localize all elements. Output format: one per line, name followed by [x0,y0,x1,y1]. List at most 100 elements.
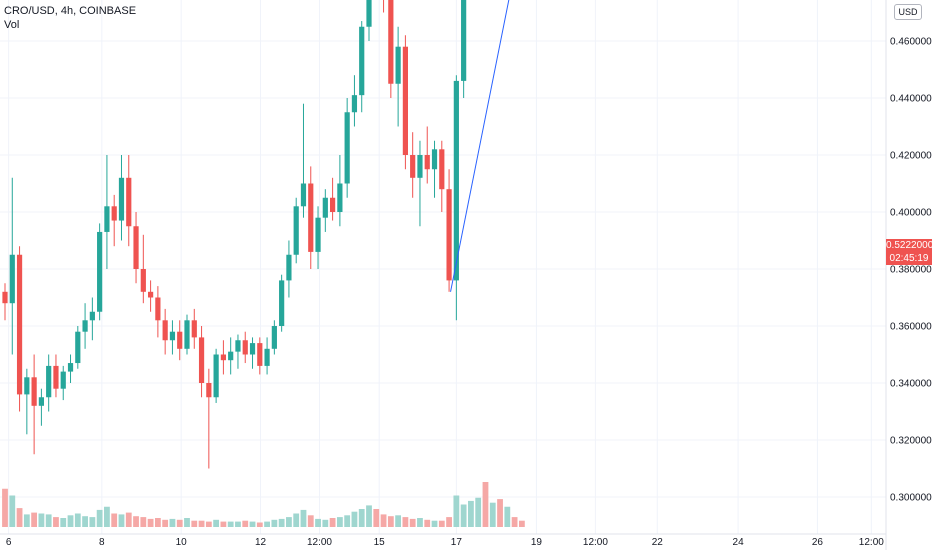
volume-bar [60,518,67,527]
candle-body [133,226,139,269]
candle-body [24,377,30,395]
volume-bar [111,513,118,527]
time-axis[interactable]: 6 8 10 12 12:00 15 17 19 12:00 22 24 26 12:00 [6,537,884,548]
candle-body [461,0,467,81]
candle-body [395,46,401,84]
volume-bar [497,499,503,527]
price-tick-label: 0.34000000 [890,379,932,390]
volume-bar [409,518,416,527]
candle-body [31,377,37,406]
volume-bar [264,521,270,527]
candle-body [410,155,416,178]
currency-badge[interactable]: USD [894,4,922,20]
candle-body [97,231,103,312]
candle-body [439,149,445,190]
candle-body [402,46,408,156]
candle-body [388,0,394,84]
time-tick-label: 8 [99,537,105,548]
candle-body [155,297,161,321]
volume-bar [460,504,467,527]
candle-body [257,343,263,366]
volume-bar [2,488,8,527]
candle-body [162,320,168,341]
volume-bar [438,520,445,527]
price-tick-label: 0.32000000 [890,436,932,447]
price-tick-label: 0.44000000 [890,94,932,105]
candle-body [213,354,219,398]
volume-bar [133,516,139,527]
candle-body [60,371,66,389]
candle-body [235,340,241,352]
volume-bar [227,521,234,527]
candle-body [53,365,59,389]
candle-body [38,397,44,406]
volume-bar [184,518,190,527]
volume-bar [89,517,96,527]
volume-bar [475,497,482,527]
volume-bar [104,506,110,527]
volume-label[interactable]: Vol [4,19,20,31]
volume-bar [256,522,263,527]
time-tick-label: 22 [652,537,664,548]
volume-bar [504,506,511,527]
volume-bar [191,520,198,527]
candle-body [82,320,88,332]
volume-bar [482,482,489,527]
volume-bar [511,517,518,527]
candle-body [140,269,146,292]
candle-body [453,80,459,281]
volume-bar [286,517,292,527]
candle-body [46,365,52,398]
volume-bar [366,505,372,527]
time-tick-label: 10 [176,537,188,548]
time-tick-label: 15 [374,537,386,548]
candle-body [9,254,15,304]
candle-body [337,183,343,212]
candle-body [330,197,336,212]
time-tick-label: 12:00 [583,537,608,548]
volume-bar [344,515,351,527]
volume-bar [373,509,380,527]
candle-body [315,217,321,252]
volume-bar [300,509,307,527]
volume-bar [468,500,474,527]
price-tick-label: 0.38000000 [890,265,932,276]
time-tick-label: 12:00 [859,537,884,548]
volume-bar [154,518,161,527]
time-tick-label: 24 [733,537,745,548]
price-tick-label: 0.42000000 [890,151,932,162]
candle-body [177,331,183,349]
candle-body [359,26,365,96]
drawings[interactable] [376,0,622,292]
volume-bar [271,519,278,527]
volume-bar [31,512,38,527]
volume-bar [169,518,176,527]
volume-bar [380,514,387,527]
candle-body [184,320,190,349]
candle-body [118,177,125,221]
candle-body [271,326,277,349]
volume-bar [176,519,183,527]
candle-body [111,206,117,221]
volume-bars [2,482,525,527]
volume-bar [125,512,132,527]
volume-bar [16,508,23,527]
volume-bar [336,517,343,527]
volume-bar [351,511,358,527]
candle-body [446,189,452,281]
volume-bar [9,495,16,527]
volume-bar [489,502,496,527]
trend-line-drawing[interactable] [450,0,601,292]
volume-bar [293,513,300,527]
price-tick-label: 0.30000000 [890,493,932,504]
time-tick-label: 12:00 [307,537,332,548]
price-axis[interactable]: 0.280000000.300000000.320000000.34000000… [890,0,932,550]
symbol-label[interactable]: CRO/USD, 4h, COINBASE [4,5,137,17]
candle-body [293,206,299,255]
volume-bar [329,518,336,527]
candle-body [67,363,74,372]
candle-body [431,149,438,170]
time-tick-label: 19 [531,537,543,548]
